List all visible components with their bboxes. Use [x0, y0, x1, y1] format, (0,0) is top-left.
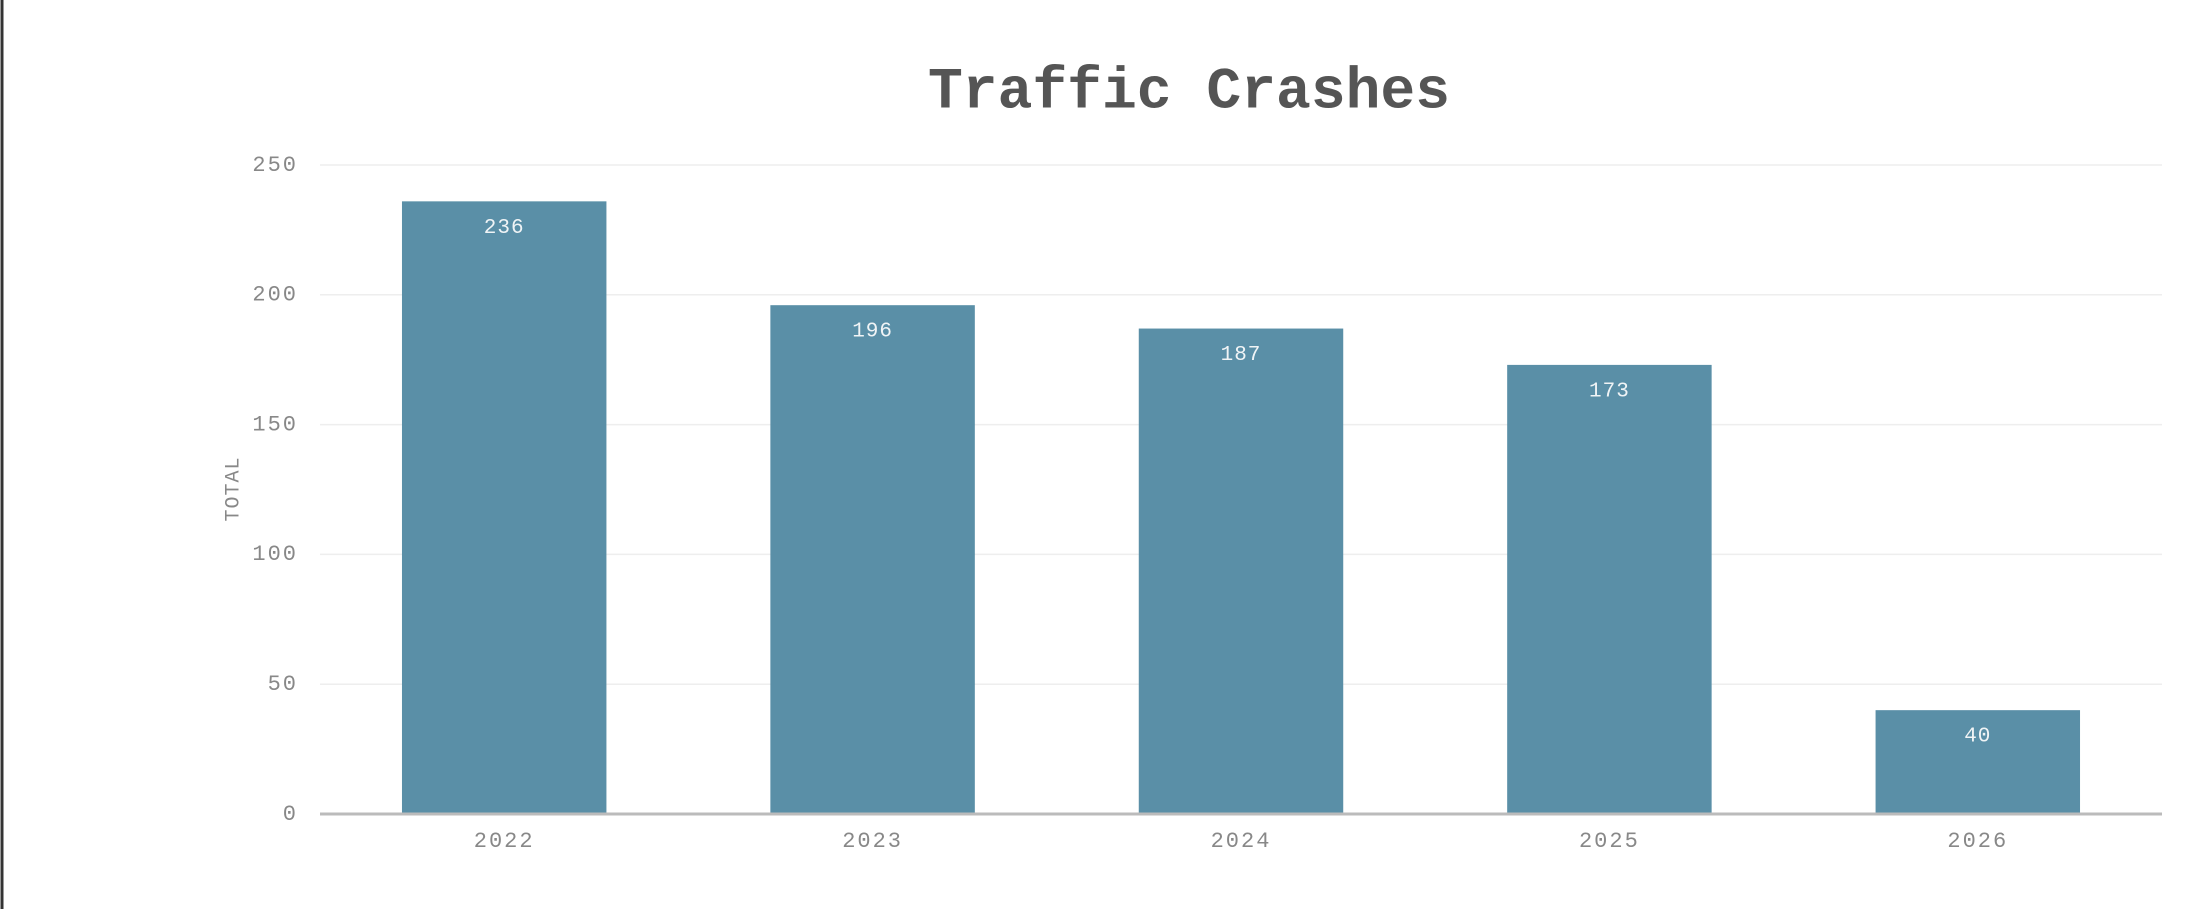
x-tick-label: 2026 [1947, 829, 2008, 854]
bar [1138, 328, 1344, 814]
data-label: 236 [484, 217, 525, 240]
x-tick-label: 2025 [1579, 829, 1640, 854]
y-tick-label: 50 [268, 672, 298, 697]
x-tick-label: 2024 [1211, 829, 1272, 854]
x-tick-label: 2022 [474, 829, 535, 854]
y-tick-label: 200 [252, 283, 298, 308]
y-tick-label: 100 [252, 542, 298, 567]
data-label: 173 [1589, 380, 1630, 403]
y-tick-label: 150 [252, 412, 298, 437]
y-axis-title: TOTAL [222, 456, 245, 521]
data-label: 40 [1964, 726, 1991, 749]
data-label: 187 [1221, 344, 1262, 367]
bar [401, 201, 607, 814]
bar [1507, 364, 1712, 814]
bar [770, 305, 975, 814]
data-label: 196 [852, 321, 893, 344]
y-tick-label: 0 [283, 802, 298, 827]
bar [1875, 710, 2081, 814]
y-tick-label: 250 [252, 153, 298, 178]
x-tick-label: 2023 [842, 829, 903, 854]
chart-title: Traffic Crashes [928, 60, 1450, 125]
